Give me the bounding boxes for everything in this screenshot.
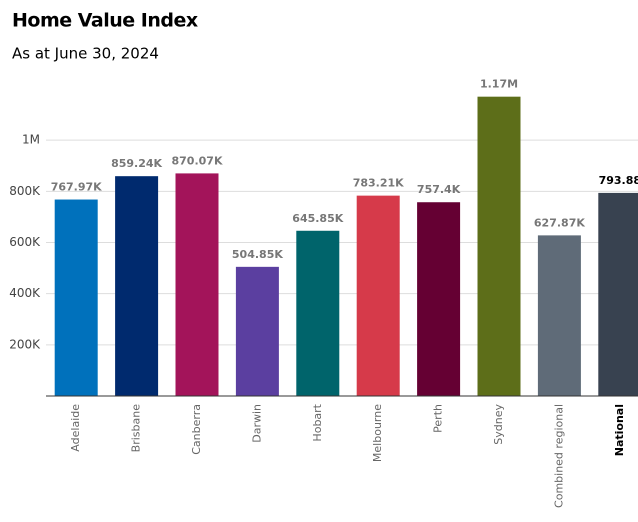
bar bbox=[54, 199, 98, 396]
x-tick-label: Sydney bbox=[492, 404, 505, 445]
value-label: 870.07K bbox=[172, 154, 223, 167]
value-label: 757.4K bbox=[417, 183, 461, 196]
bar bbox=[537, 235, 581, 396]
bar bbox=[356, 195, 400, 396]
value-label: 793.88 bbox=[599, 174, 638, 187]
x-tick-label: Canberra bbox=[190, 404, 203, 455]
value-label: 859.24K bbox=[111, 157, 162, 170]
x-tick-label: Combined regional bbox=[552, 404, 565, 508]
bar bbox=[115, 176, 159, 396]
value-label: 783.21K bbox=[353, 177, 404, 190]
x-tick-label: Melbourne bbox=[371, 404, 384, 462]
chart-title: Home Value Index bbox=[12, 10, 198, 32]
bar bbox=[417, 202, 461, 396]
y-tick-label: 600K bbox=[9, 235, 41, 249]
y-tick-label: 200K bbox=[9, 337, 41, 351]
value-label: 1.17M bbox=[480, 78, 518, 91]
y-tick-label: 400K bbox=[9, 286, 41, 300]
chart-subtitle: As at June 30, 2024 bbox=[12, 45, 159, 63]
bar bbox=[296, 230, 340, 396]
bar bbox=[175, 173, 219, 396]
y-tick-label: 800K bbox=[9, 184, 41, 198]
bar bbox=[235, 266, 279, 396]
x-tick-label: Hobart bbox=[311, 403, 324, 441]
y-tick-label: 1M bbox=[22, 133, 40, 147]
value-label: 627.87K bbox=[534, 216, 585, 229]
bar bbox=[598, 192, 638, 396]
value-label: 504.85K bbox=[232, 248, 283, 261]
x-tick-label: Perth bbox=[432, 404, 445, 433]
x-tick-label: Adelaide bbox=[69, 404, 82, 452]
x-tick-label: Darwin bbox=[250, 404, 263, 443]
value-label: 767.97K bbox=[51, 181, 102, 194]
value-label: 645.85K bbox=[292, 212, 343, 225]
x-tick-label: National bbox=[613, 404, 626, 456]
bar bbox=[477, 96, 521, 397]
x-tick-label: Brisbane bbox=[130, 404, 143, 453]
